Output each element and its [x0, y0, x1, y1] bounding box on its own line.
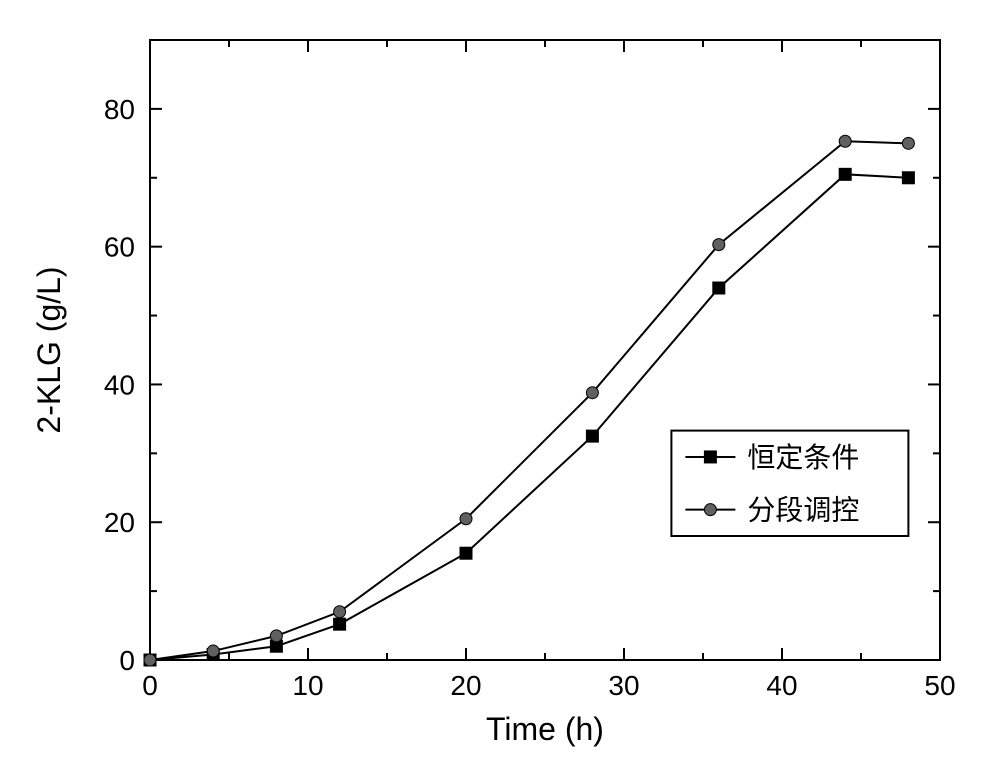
svg-text:0: 0	[142, 670, 158, 701]
svg-text:分段调控: 分段调控	[747, 495, 859, 526]
svg-text:40: 40	[104, 369, 135, 400]
svg-text:60: 60	[104, 232, 135, 263]
svg-text:50: 50	[924, 670, 955, 701]
svg-text:Time (h): Time (h)	[486, 711, 604, 747]
svg-text:10: 10	[292, 670, 323, 701]
svg-text:20: 20	[450, 670, 481, 701]
svg-text:30: 30	[608, 670, 639, 701]
svg-text:恒定条件: 恒定条件	[747, 442, 859, 473]
svg-text:2-KLG (g/L): 2-KLG (g/L)	[31, 266, 67, 433]
chart-container: 0 10 20 30 40 50 0 20 40 60 80 Time (h) 2-KLG (g/L) 恒…	[0, 0, 1000, 768]
svg-text:80: 80	[104, 94, 135, 125]
svg-text:0: 0	[119, 645, 135, 676]
line-chart: 0 10 20 30 40 50 0 20 40 60 80 Time (h) 2-KLG (g/L) 恒…	[0, 0, 1000, 768]
svg-text:20: 20	[104, 507, 135, 538]
svg-text:40: 40	[766, 670, 797, 701]
